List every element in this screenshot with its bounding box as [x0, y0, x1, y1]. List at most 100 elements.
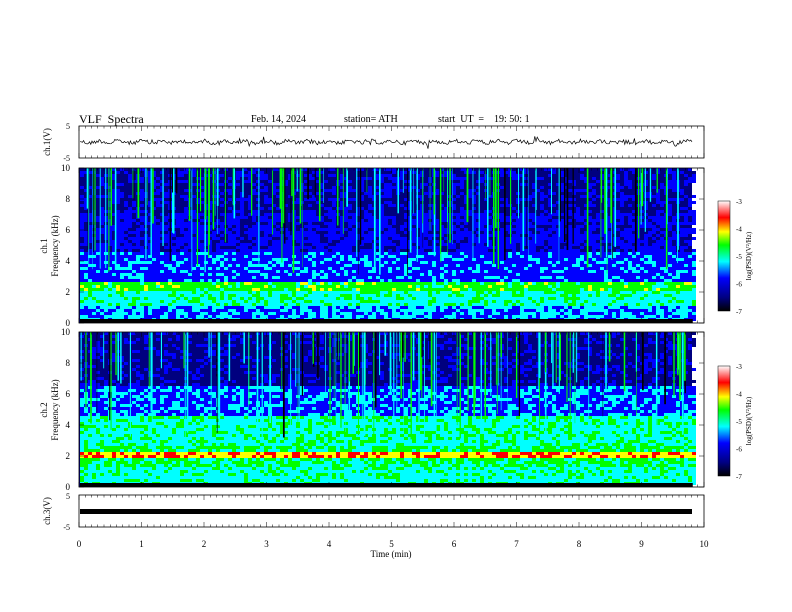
spectrogram-cell — [288, 213, 292, 216]
spectrogram-cell — [592, 255, 596, 258]
spectrogram-cell — [644, 231, 648, 234]
spectrogram-cell — [640, 246, 644, 249]
spectrogram-cell — [376, 240, 380, 243]
spectrogram-cell — [112, 225, 116, 228]
spectrogram-cell — [280, 288, 284, 291]
spectrogram-cell — [532, 234, 536, 237]
spectrogram-cell — [240, 198, 244, 201]
spectrogram-cell — [216, 267, 220, 270]
spectrogram-cell — [428, 270, 432, 273]
spectrogram-cell — [184, 270, 188, 273]
spectrogram-cell — [304, 255, 308, 258]
spectrogram-cell — [680, 240, 684, 243]
spectrogram-cell — [260, 216, 264, 219]
spectrogram-cell — [464, 213, 468, 216]
spectrogram-cell — [264, 198, 268, 201]
spectrogram-cell — [436, 198, 440, 201]
spectrogram-cell — [612, 261, 616, 264]
spectrogram-cell — [532, 246, 536, 249]
spectrogram-cell — [504, 267, 508, 270]
spectrogram-cell — [572, 252, 576, 255]
spectrogram-cell — [204, 261, 208, 264]
spectrogram-cell — [264, 276, 268, 279]
spectrogram-cell — [176, 288, 180, 291]
spectrogram-cell — [672, 258, 676, 261]
spectrogram-cell — [192, 225, 196, 228]
spectrogram-cell — [408, 282, 412, 285]
spectrogram-cell — [252, 192, 256, 195]
spectrogram-cell — [580, 240, 584, 243]
spectrogram-cell — [356, 267, 360, 270]
spectrogram-cell — [136, 279, 140, 282]
spectrogram-cell — [204, 276, 208, 279]
spectrogram-cell — [276, 216, 280, 219]
spectrogram-cell — [152, 267, 156, 270]
spectrogram-cell — [224, 276, 228, 279]
spectrogram-cell — [160, 294, 164, 297]
spectrogram-cell — [352, 267, 356, 270]
spectrogram-cell — [480, 234, 484, 237]
spectrogram-cell — [388, 243, 392, 246]
spectrogram-cell — [688, 225, 692, 228]
spectrogram-cell — [268, 291, 272, 294]
spectrogram-cell — [616, 210, 620, 213]
spectrogram-cell — [256, 198, 260, 201]
spectrogram-cell — [680, 270, 684, 273]
spectrogram-cell — [592, 273, 596, 276]
spectrogram-cell — [556, 279, 560, 282]
spectrogram-cell — [592, 204, 596, 207]
spectrogram-cell — [224, 252, 228, 255]
spectrogram-cell — [112, 270, 116, 273]
spectrogram-cell — [672, 189, 676, 192]
spectrogram-cell — [140, 282, 144, 285]
spectrogram-cell — [568, 210, 572, 213]
spectrogram-cell — [244, 249, 248, 252]
spectrogram-cell — [228, 216, 232, 219]
spectrogram-cell — [528, 249, 532, 252]
spectrogram-cell — [532, 252, 536, 255]
spectrogram-cell — [92, 267, 96, 270]
spectrogram-cell — [316, 258, 320, 261]
spectrogram-cell — [556, 210, 560, 213]
spectrogram-cell — [528, 222, 532, 225]
spectrogram-cell — [640, 225, 644, 228]
spectrogram-cell — [540, 177, 544, 180]
spectrogram-cell — [464, 273, 468, 276]
spectrogram-cell — [612, 291, 616, 294]
spectrogram-cell — [660, 279, 664, 282]
spectrogram-cell — [148, 237, 152, 240]
spectrogram-cell — [368, 267, 372, 270]
spectrogram-cell — [252, 219, 256, 222]
spectrogram-cell — [172, 249, 176, 252]
spectrogram-cell — [572, 240, 576, 243]
spectrogram-cell — [356, 285, 360, 288]
spectrogram-cell — [636, 258, 640, 261]
spectrogram-cell — [136, 264, 140, 267]
spectrogram-cell — [692, 210, 696, 213]
spectrogram-cell — [120, 267, 124, 270]
spectrogram-cell — [192, 288, 196, 291]
spectrogram-cell — [328, 189, 332, 192]
spectrogram-cell — [332, 288, 336, 291]
spectrogram-cell — [516, 222, 520, 225]
spectrogram-cell — [392, 243, 396, 246]
spectrogram-cell — [272, 252, 276, 255]
spectrogram-cell — [156, 258, 160, 261]
spectrogram-cell — [304, 222, 308, 225]
spectrogram-cell — [388, 249, 392, 252]
spectrogram-cell — [548, 228, 552, 231]
spectrogram-cell — [120, 258, 124, 261]
spectrogram-cell — [116, 171, 120, 174]
spectrogram-cell — [304, 261, 308, 264]
spectrogram-cell — [428, 267, 432, 270]
spectrogram-cell — [324, 282, 328, 285]
spectrogram-cell — [288, 216, 292, 219]
spectrogram-cell — [412, 231, 416, 234]
spectrogram-cell — [616, 258, 620, 261]
spectrogram-cell — [468, 171, 472, 174]
spectrogram-cell — [312, 270, 316, 273]
spectrogram-cell — [400, 273, 404, 276]
spectrogram-cell — [388, 213, 392, 216]
spectrogram-cell — [100, 222, 104, 225]
spectrogram-cell — [472, 237, 476, 240]
